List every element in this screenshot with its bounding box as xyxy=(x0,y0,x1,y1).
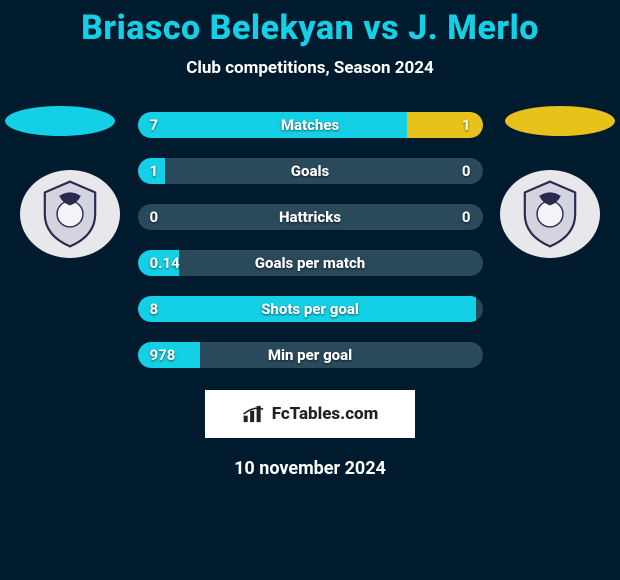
player1-value: 0.14 xyxy=(150,254,180,272)
stat-label: Hattricks xyxy=(279,208,341,226)
player1-value: 8 xyxy=(150,300,159,318)
stat-label: Min per goal xyxy=(268,346,352,364)
player2-value: 0 xyxy=(462,162,471,180)
stat-row: 1 Goals 0 xyxy=(138,158,483,184)
stat-row: 0 Hattricks 0 xyxy=(138,204,483,230)
subtitle: Club competitions, Season 2024 xyxy=(0,58,620,78)
bars-icon xyxy=(242,404,268,424)
brand-badge[interactable]: FcTables.com xyxy=(205,390,415,438)
date-text: 10 november 2024 xyxy=(0,458,620,479)
comparison-stage: 7 Matches 1 1 Goals 0 0 Hattricks 0 0.14 Goals per… xyxy=(0,112,620,368)
stat-row: 0.14 Goals per match xyxy=(138,250,483,276)
stat-label: Matches xyxy=(281,116,339,134)
player1-fill xyxy=(138,112,407,138)
player2-value: 0 xyxy=(462,208,471,226)
player1-club-badge xyxy=(20,170,120,258)
player2-oval xyxy=(505,106,615,136)
brand-text: FcTables.com xyxy=(272,404,379,424)
stat-label: Goals xyxy=(291,162,329,180)
player1-value: 0 xyxy=(150,208,159,226)
player2-club-badge xyxy=(500,170,600,258)
stat-row: 8 Shots per goal xyxy=(138,296,483,322)
stat-row: 7 Matches 1 xyxy=(138,112,483,138)
stat-label: Goals per match xyxy=(255,254,365,272)
shield-icon xyxy=(514,178,586,250)
player1-value: 7 xyxy=(150,116,159,134)
player2-fill xyxy=(407,112,483,138)
player1-oval xyxy=(5,106,115,136)
page-title: Briasco Belekyan vs J. Merlo xyxy=(0,0,620,48)
shield-icon xyxy=(34,178,106,250)
player1-value: 1 xyxy=(150,162,159,180)
stat-bars: 7 Matches 1 1 Goals 0 0 Hattricks 0 0.14 Goals per… xyxy=(138,112,483,368)
player2-value: 1 xyxy=(462,116,471,134)
player1-value: 978 xyxy=(150,346,176,364)
stat-row: 978 Min per goal xyxy=(138,342,483,368)
stat-label: Shots per goal xyxy=(261,300,359,318)
